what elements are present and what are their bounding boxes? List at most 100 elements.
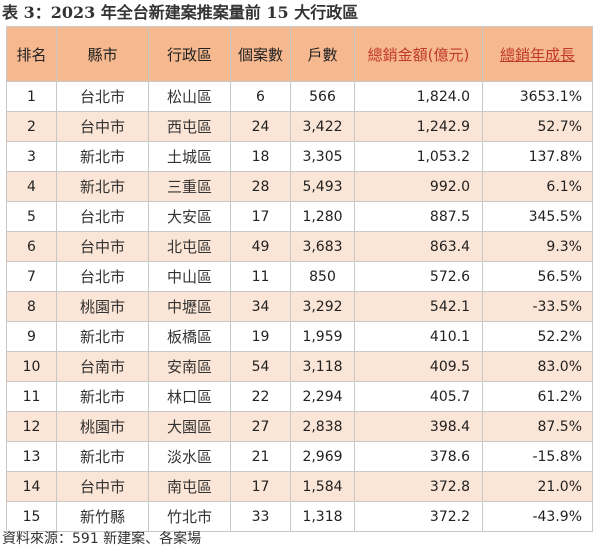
cell-projects: 17	[230, 201, 291, 232]
cell-units: 1,280	[290, 201, 355, 232]
cell-projects: 18	[230, 141, 291, 172]
page-title: 表 3：2023 年全台新建案推案量前 15 大行政區	[2, 3, 359, 22]
cell-projects: 21	[230, 441, 291, 472]
cell-sales-growth: -43.9%	[482, 501, 593, 532]
cell-district: 林口區	[148, 381, 231, 412]
table-row: 3 新北市 土城區 18 3,305 1,053.2 137.8%	[6, 141, 593, 172]
cell-units: 3,292	[290, 291, 355, 322]
table-header-row: 排名 縣市 行政區 個案數 戶數 總銷金額(億元) 總銷年成長	[6, 26, 593, 82]
cell-district: 大園區	[148, 411, 231, 442]
cell-units: 2,294	[290, 381, 355, 412]
cell-projects: 11	[230, 261, 291, 292]
cell-district: 安南區	[148, 351, 231, 382]
cell-sales-growth: 3653.1%	[482, 81, 593, 112]
table-row: 2 台中市 西屯區 24 3,422 1,242.9 52.7%	[6, 111, 593, 142]
cell-units: 3,683	[290, 231, 355, 262]
cell-total-sales: 887.5	[354, 201, 483, 232]
cell-rank: 1	[6, 81, 57, 112]
table-row: 9 新北市 板橋區 19 1,959 410.1 52.2%	[6, 321, 593, 352]
cell-projects: 6	[230, 81, 291, 112]
cell-total-sales: 378.6	[354, 441, 483, 472]
header-city: 縣市	[56, 26, 149, 82]
cell-total-sales: 1,824.0	[354, 81, 483, 112]
cell-total-sales: 372.2	[354, 501, 483, 532]
table-row: 10 台南市 安南區 54 3,118 409.5 83.0%	[6, 351, 593, 382]
cell-projects: 27	[230, 411, 291, 442]
cell-sales-growth: 61.2%	[482, 381, 593, 412]
cell-units: 5,493	[290, 171, 355, 202]
table-row: 5 台北市 大安區 17 1,280 887.5 345.5%	[6, 201, 593, 232]
cell-city: 台南市	[56, 351, 149, 382]
cell-units: 3,305	[290, 141, 355, 172]
cell-units: 566	[290, 81, 355, 112]
cell-sales-growth: -15.8%	[482, 441, 593, 472]
cell-sales-growth: 21.0%	[482, 471, 593, 502]
cell-city: 台中市	[56, 111, 149, 142]
cell-district: 土城區	[148, 141, 231, 172]
cell-rank: 4	[6, 171, 57, 202]
cell-city: 新北市	[56, 141, 149, 172]
cell-district: 三重區	[148, 171, 231, 202]
cell-total-sales: 992.0	[354, 171, 483, 202]
ranking-table: 排名 縣市 行政區 個案數 戶數 總銷金額(億元) 總銷年成長 1 台北市 松山區 6…	[6, 26, 593, 532]
cell-district: 板橋區	[148, 321, 231, 352]
cell-district: 竹北市	[148, 501, 231, 532]
cell-city: 新北市	[56, 171, 149, 202]
header-units: 戶數	[290, 26, 355, 82]
cell-total-sales: 542.1	[354, 291, 483, 322]
cell-rank: 5	[6, 201, 57, 232]
cell-sales-growth: 345.5%	[482, 201, 593, 232]
header-district: 行政區	[148, 26, 231, 82]
cell-total-sales: 409.5	[354, 351, 483, 382]
header-rank: 排名	[6, 26, 57, 82]
cell-city: 台中市	[56, 471, 149, 502]
cell-units: 1,959	[290, 321, 355, 352]
cell-units: 850	[290, 261, 355, 292]
cell-projects: 22	[230, 381, 291, 412]
table-row: 15 新竹縣 竹北市 33 1,318 372.2 -43.9%	[6, 501, 593, 532]
cell-projects: 17	[230, 471, 291, 502]
cell-rank: 3	[6, 141, 57, 172]
cell-city: 新北市	[56, 321, 149, 352]
cell-sales-growth: 9.3%	[482, 231, 593, 262]
cell-district: 中壢區	[148, 291, 231, 322]
cell-district: 淡水區	[148, 441, 231, 472]
cell-city: 台北市	[56, 201, 149, 232]
cell-rank: 7	[6, 261, 57, 292]
header-sales-growth: 總銷年成長	[482, 26, 593, 82]
cell-units: 2,969	[290, 441, 355, 472]
table-row: 13 新北市 淡水區 21 2,969 378.6 -15.8%	[6, 441, 593, 472]
cell-rank: 8	[6, 291, 57, 322]
cell-district: 北屯區	[148, 231, 231, 262]
cell-projects: 54	[230, 351, 291, 382]
cell-units: 3,422	[290, 111, 355, 142]
cell-units: 2,838	[290, 411, 355, 442]
header-projects: 個案數	[230, 26, 291, 82]
table-row: 12 桃園市 大園區 27 2,838 398.4 87.5%	[6, 411, 593, 442]
table-row: 4 新北市 三重區 28 5,493 992.0 6.1%	[6, 171, 593, 202]
cell-total-sales: 410.1	[354, 321, 483, 352]
cell-units: 3,118	[290, 351, 355, 382]
cell-total-sales: 572.6	[354, 261, 483, 292]
cell-sales-growth: 137.8%	[482, 141, 593, 172]
cell-city: 桃園市	[56, 291, 149, 322]
cell-city: 台中市	[56, 231, 149, 262]
cell-rank: 12	[6, 411, 57, 442]
cell-rank: 13	[6, 441, 57, 472]
table-row: 6 台中市 北屯區 49 3,683 863.4 9.3%	[6, 231, 593, 262]
cell-projects: 19	[230, 321, 291, 352]
table-row: 14 台中市 南屯區 17 1,584 372.8 21.0%	[6, 471, 593, 502]
cell-total-sales: 398.4	[354, 411, 483, 442]
table-row: 8 桃園市 中壢區 34 3,292 542.1 -33.5%	[6, 291, 593, 322]
cell-total-sales: 1,242.9	[354, 111, 483, 142]
cell-units: 1,318	[290, 501, 355, 532]
cell-rank: 14	[6, 471, 57, 502]
cell-projects: 49	[230, 231, 291, 262]
cell-city: 桃園市	[56, 411, 149, 442]
table-row: 7 台北市 中山區 11 850 572.6 56.5%	[6, 261, 593, 292]
cell-district: 南屯區	[148, 471, 231, 502]
cell-units: 1,584	[290, 471, 355, 502]
cell-sales-growth: -33.5%	[482, 291, 593, 322]
cell-city: 台北市	[56, 81, 149, 112]
cell-district: 大安區	[148, 201, 231, 232]
